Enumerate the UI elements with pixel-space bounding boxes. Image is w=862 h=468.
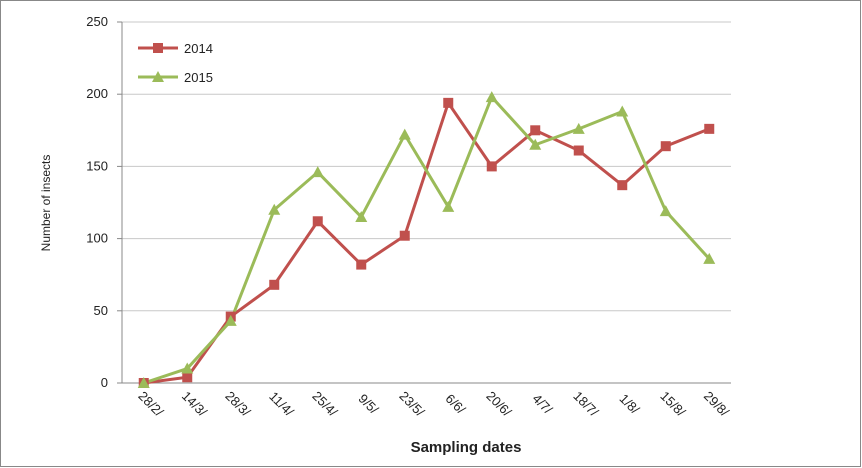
data-point bbox=[573, 145, 584, 156]
y-tick-label: 150 bbox=[86, 158, 108, 173]
data-point bbox=[660, 141, 671, 152]
data-point bbox=[572, 122, 585, 134]
data-point bbox=[224, 314, 237, 326]
y-axis-label: Number of insects bbox=[39, 155, 53, 252]
y-tick-label: 0 bbox=[101, 375, 108, 390]
data-point bbox=[703, 252, 716, 264]
legend-marker bbox=[152, 71, 164, 82]
series-line bbox=[143, 94, 711, 385]
data-point bbox=[181, 362, 194, 374]
data-point bbox=[704, 123, 715, 134]
data-point bbox=[312, 216, 323, 227]
data-point bbox=[486, 161, 497, 172]
data-point bbox=[398, 128, 411, 140]
data-point bbox=[311, 166, 324, 178]
data-point bbox=[355, 210, 368, 222]
data-point bbox=[659, 205, 672, 217]
data-point bbox=[617, 180, 628, 191]
x-axis-label: Sampling dates bbox=[411, 439, 522, 456]
data-point bbox=[443, 97, 454, 108]
data-point bbox=[269, 279, 280, 290]
data-point bbox=[268, 203, 281, 215]
data-point bbox=[399, 230, 410, 241]
legend-label: 2015 bbox=[184, 70, 213, 85]
legend-label: 2014 bbox=[184, 41, 213, 56]
data-point bbox=[616, 105, 629, 117]
data-point bbox=[442, 200, 455, 212]
data-point bbox=[485, 91, 498, 103]
data-point bbox=[530, 125, 541, 136]
y-tick-label: 100 bbox=[86, 231, 108, 246]
legend-marker bbox=[153, 43, 163, 53]
y-tick-label: 50 bbox=[94, 303, 108, 318]
data-point bbox=[356, 259, 367, 270]
data-point bbox=[182, 372, 193, 383]
data-point bbox=[137, 377, 150, 388]
y-tick-label: 250 bbox=[86, 14, 108, 29]
data-point bbox=[529, 138, 542, 150]
y-tick-label: 200 bbox=[86, 86, 108, 101]
